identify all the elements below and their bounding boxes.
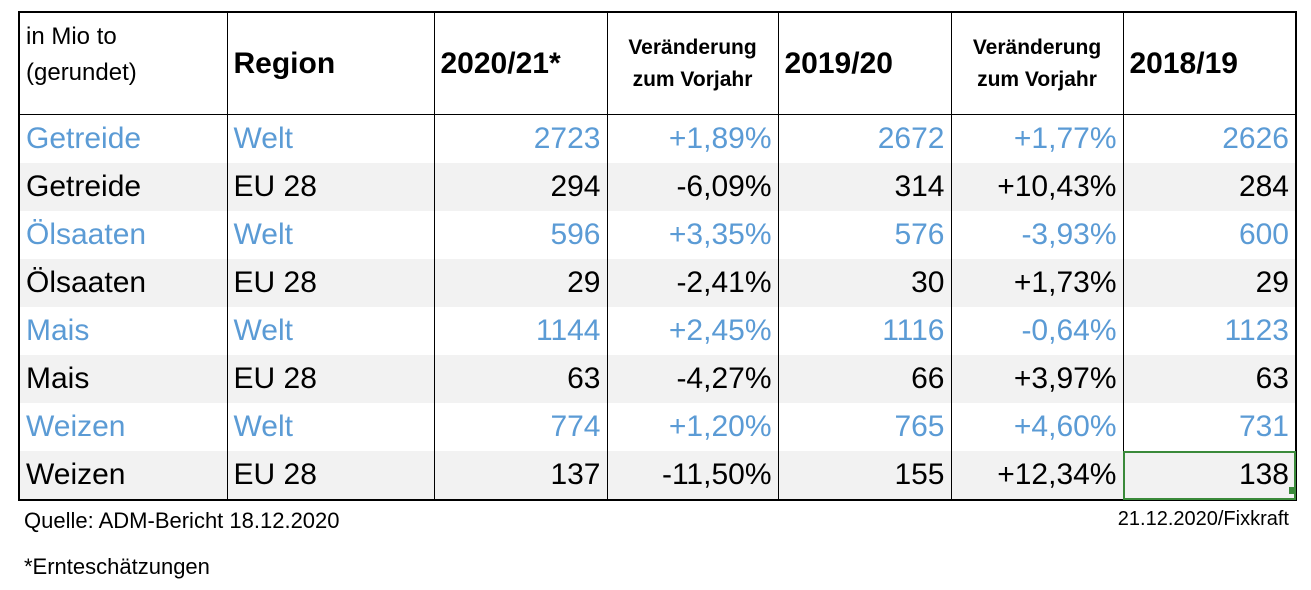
table-row: Weizen EU 28 137 -11,50% 155 +12,34% 138 (19, 451, 1296, 500)
cell-change-2020-21[interactable]: +3,35% (606, 211, 778, 259)
cell-value-2018-19[interactable]: 2626 (1122, 114, 1296, 163)
cell-value-2018-19[interactable]: 731 (1122, 403, 1296, 451)
header-change-2019-20[interactable]: Veränderung zum Vorjahr (950, 12, 1123, 115)
table-row: Weizen Welt 774 +1,20% 765 +4,60% 731 (19, 403, 1296, 451)
cell-value-2020-21[interactable]: 1144 (433, 307, 607, 355)
cell-region[interactable]: Welt (226, 307, 434, 355)
cell-change-2020-21[interactable]: -4,27% (606, 355, 778, 403)
cell-value-2020-21[interactable]: 774 (433, 403, 607, 451)
cell-crop[interactable]: Mais (26, 314, 90, 347)
cell-value-2020-21[interactable]: 596 (433, 211, 607, 259)
table-row: Ölsaaten Welt 596 +3,35% 576 -3,93% 600 (19, 211, 1296, 259)
cell-value-2019-20[interactable]: 155 (777, 451, 951, 500)
cell-value-2019-20[interactable]: 765 (777, 403, 951, 451)
cell-change-2020-21[interactable]: +1,89% (606, 114, 778, 163)
cell-region[interactable]: Welt (226, 211, 434, 259)
cell-change-2020-21[interactable]: +2,45% (606, 307, 778, 355)
harvest-table: in Mio to (gerundet) Region 2020/21* Ver… (18, 11, 1297, 501)
cell-change-2019-20[interactable]: -3,93% (950, 211, 1123, 259)
table-row: Getreide EU 28 294 -6,09% 314 +10,43% 284 (19, 163, 1296, 211)
cell-value-2018-19[interactable]: 284 (1122, 163, 1296, 211)
cell-change-2019-20[interactable]: +1,73% (950, 259, 1123, 307)
harvest-table-container: in Mio to (gerundet) Region 2020/21* Ver… (18, 11, 1297, 501)
cell-change-2019-20[interactable]: +12,34% (950, 451, 1123, 500)
cell-value-2020-21[interactable]: 294 (433, 163, 607, 211)
cell-value-2020-21[interactable]: 137 (433, 451, 607, 500)
cell-value-2018-19[interactable]: 29 (1122, 259, 1296, 307)
header-year-2019-20[interactable]: 2019/20 (777, 12, 951, 115)
fill-handle[interactable] (1289, 487, 1296, 494)
cell-change-2020-21[interactable]: -2,41% (606, 259, 778, 307)
header-unit-line1: in Mio to (26, 23, 117, 50)
cell-value-2018-19[interactable]: 63 (1122, 355, 1296, 403)
cell-change-2019-20[interactable]: -0,64% (950, 307, 1123, 355)
cell-region[interactable]: Welt (226, 114, 434, 163)
cell-value-2019-20[interactable]: 30 (777, 259, 951, 307)
cell-crop[interactable]: Weizen (19, 451, 227, 500)
cell-change-2020-21[interactable]: +1,20% (606, 403, 778, 451)
header-change1-line2: zum Vorjahr (632, 67, 753, 91)
cell-region[interactable]: EU 28 (226, 259, 434, 307)
cell-region[interactable]: EU 28 (226, 355, 434, 403)
cell-region[interactable]: EU 28 (226, 451, 434, 500)
date-stamp: 21.12.2020/Fixkraft (1117, 508, 1289, 530)
header-unit[interactable]: in Mio to (gerundet) (19, 12, 227, 115)
table-body: Getreide Welt 2723 +1,89% 2672 +1,77% 2626 Getr… (19, 114, 1296, 500)
header-unit-line2: (gerundet) (26, 59, 137, 86)
table-row: Mais EU 28 63 -4,27% 66 +3,97% 63 (19, 355, 1296, 403)
cell-value-2020-21[interactable]: 63 (433, 355, 607, 403)
cell-change-2020-21[interactable]: -11,50% (606, 451, 778, 500)
cell-value-2019-20[interactable]: 1116 (777, 307, 951, 355)
cell-change-2019-20[interactable]: +4,60% (950, 403, 1123, 451)
table-row: Mais Welt 1144 +2,45% 1116 -0,64% 1123 (19, 307, 1296, 355)
cell-change-2019-20[interactable]: +10,43% (950, 163, 1123, 211)
cell-value-2020-21[interactable]: 29 (433, 259, 607, 307)
header-change1-line1: Veränderung (628, 35, 757, 59)
table-row: Ölsaaten EU 28 29 -2,41% 30 +1,73% 29 (19, 259, 1296, 307)
header-change2-line1: Veränderung (972, 35, 1102, 59)
cell-value-2019-20[interactable]: 2672 (777, 114, 951, 163)
header-change-2020-21[interactable]: Veränderung zum Vorjahr (606, 12, 778, 115)
cell-change-2020-21[interactable]: -6,09% (606, 163, 778, 211)
cell-value-2019-20[interactable]: 66 (777, 355, 951, 403)
cell-crop[interactable]: Weizen (26, 410, 126, 443)
cell-value-2019-20[interactable]: 576 (777, 211, 951, 259)
cell-value-2018-19[interactable]: 600 (1122, 211, 1296, 259)
cell-crop[interactable]: Ölsaaten (26, 218, 147, 251)
table-row: Getreide Welt 2723 +1,89% 2672 +1,77% 2626 (19, 114, 1296, 163)
cell-value-2019-20[interactable]: 314 (777, 163, 951, 211)
cell-crop[interactable]: Getreide (19, 163, 227, 211)
cell-value-2018-19[interactable]: 138 (1122, 451, 1296, 500)
source-note: Quelle: ADM-Bericht 18.12.2020 (24, 508, 340, 533)
cell-region[interactable]: Welt (226, 403, 434, 451)
footnote: *Ernteschätzungen (24, 554, 210, 579)
cell-region[interactable]: EU 28 (226, 163, 434, 211)
header-year-2018-19[interactable]: 2018/19 (1122, 12, 1296, 115)
header-year-2020-21[interactable]: 2020/21* (433, 12, 607, 115)
cell-change-2019-20[interactable]: +3,97% (950, 355, 1123, 403)
header-row: in Mio to (gerundet) Region 2020/21* Ver… (19, 12, 1296, 115)
header-region[interactable]: Region (226, 12, 434, 115)
cell-value-2020-21[interactable]: 2723 (433, 114, 607, 163)
cell-crop[interactable]: Ölsaaten (19, 259, 227, 307)
cell-change-2019-20[interactable]: +1,77% (950, 114, 1123, 163)
cell-crop[interactable]: Getreide (26, 122, 142, 155)
header-change2-line2: zum Vorjahr (977, 67, 1097, 91)
cell-value-2018-19[interactable]: 1123 (1122, 307, 1296, 355)
cell-crop[interactable]: Mais (19, 355, 227, 403)
